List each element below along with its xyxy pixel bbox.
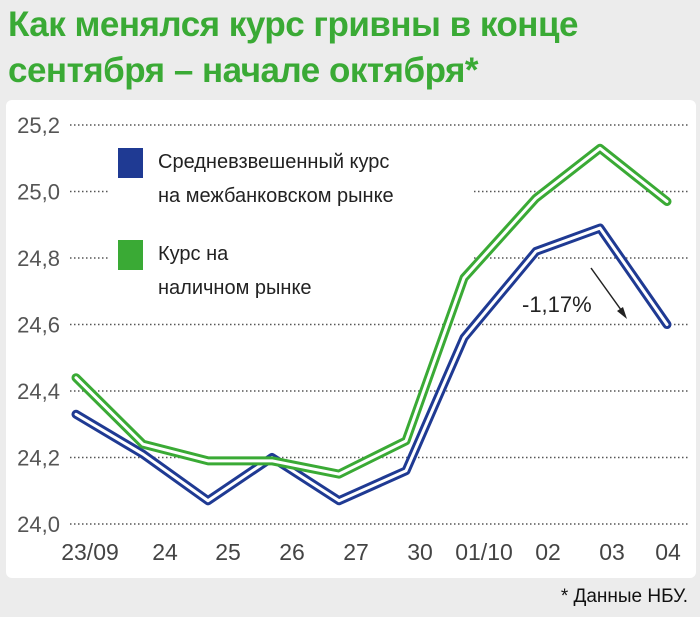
y-tick-label: 24,8 — [17, 246, 60, 271]
trend-arrow — [590, 267, 625, 315]
legend-swatch — [118, 240, 143, 270]
x-tick-label: 02 — [535, 539, 561, 565]
legend-label: наличном рынке — [158, 277, 312, 299]
x-tick-label: 26 — [279, 539, 305, 565]
trend-arrow-head — [617, 307, 627, 319]
y-tick-label: 25,0 — [17, 180, 60, 205]
y-tick-label: 24,2 — [17, 446, 60, 471]
x-tick-label: 27 — [343, 539, 369, 565]
y-tick-label: 24,6 — [17, 313, 60, 338]
legend-background — [108, 135, 473, 267]
x-tick-label: 03 — [599, 539, 625, 565]
legend-label: Средневзвешенный курс — [158, 151, 389, 173]
series-line-inner — [74, 226, 669, 503]
x-tick-label: 23/09 — [61, 539, 119, 565]
title-line: сентября – начале октября* — [8, 51, 479, 90]
y-tick-label: 25,2 — [17, 113, 60, 138]
chart-title: Как менялся курс гривны в конце сентября… — [8, 2, 578, 94]
annotation-label: -1,17% — [522, 292, 592, 317]
x-tick-label: 25 — [215, 539, 241, 565]
x-tick-label: 24 — [152, 539, 178, 565]
x-tick-label: 01/10 — [455, 539, 513, 565]
legend-label: на межбанковском рынке — [158, 185, 394, 207]
series-line-inner — [74, 146, 669, 476]
legend-swatch — [118, 148, 143, 178]
title-line: Как менялся курс гривны в конце — [8, 5, 578, 44]
x-tick-label: 30 — [407, 539, 433, 565]
footnote: * Данные НБУ. — [560, 586, 688, 607]
y-tick-label: 24,4 — [17, 379, 60, 404]
x-tick-label: 04 — [655, 539, 681, 565]
legend-label: Курс на — [158, 243, 229, 265]
y-tick-label: 24,0 — [17, 512, 60, 537]
